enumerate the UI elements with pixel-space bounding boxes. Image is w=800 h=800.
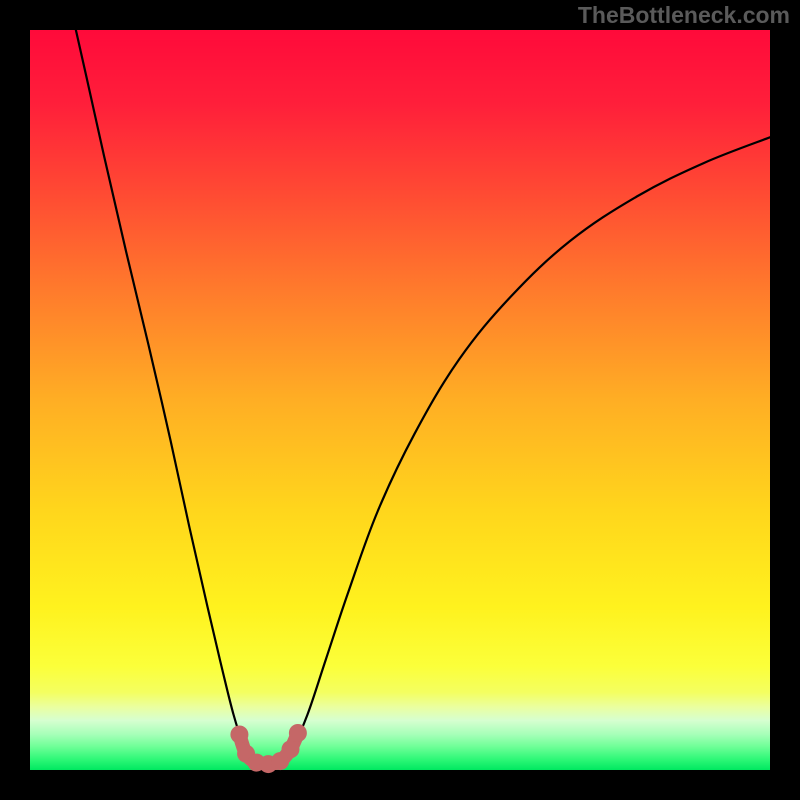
chart-container: TheBottleneck.com: [0, 0, 800, 800]
attribution-label: TheBottleneck.com: [578, 2, 790, 29]
bottleneck-plot: [0, 0, 800, 800]
bottom-marker-dot: [289, 724, 307, 742]
bottom-marker-dot: [230, 725, 248, 743]
bottom-marker-dot: [281, 740, 299, 758]
plot-background: [30, 30, 770, 770]
